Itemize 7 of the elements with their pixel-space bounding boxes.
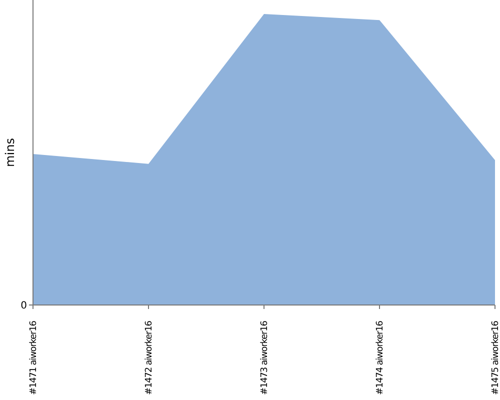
x-tick-label: #1473 aiworker16 <box>260 320 270 395</box>
x-tick-label: #1471 aiworker16 <box>29 320 39 395</box>
x-tick-label: #1475 aiworker16 <box>491 320 500 395</box>
x-tick-label: #1474 aiworker16 <box>376 320 386 395</box>
y-axis-title: mins <box>3 138 17 167</box>
text: 0 <box>20 300 27 312</box>
x-tick-label: #1472 aiworker16 <box>144 320 154 395</box>
